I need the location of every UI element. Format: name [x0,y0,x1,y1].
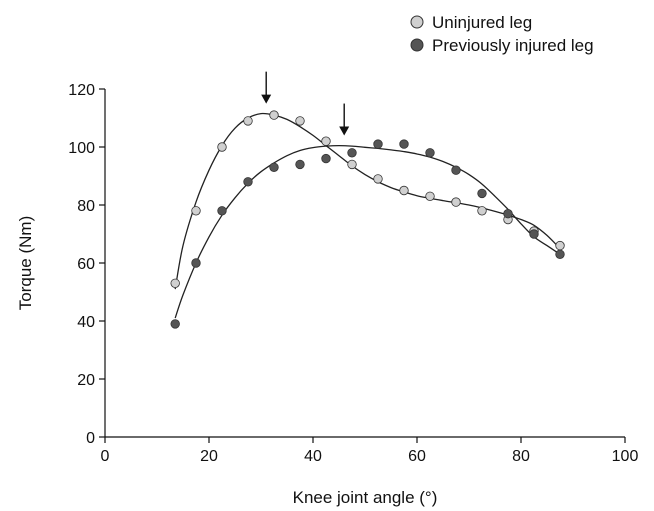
fit-curve-uninjured [174,112,561,290]
y-tick-label: 80 [77,198,95,215]
fit-curve-injured [174,144,561,319]
y-tick-label: 40 [77,314,95,331]
legend-label-injured: Previously injured leg [432,36,594,55]
peak-arrows [261,71,350,136]
y-tick-label: 60 [77,256,95,273]
data-point-uninjured [243,116,253,126]
y-tick-label: 100 [68,140,95,157]
data-point-uninjured [399,185,409,196]
data-point-uninjured [451,197,461,207]
data-point-uninjured [347,159,357,170]
data-point-uninjured [321,136,331,146]
legend-marker-injured [410,38,424,52]
data-point-injured [321,153,331,164]
data-point-injured [269,162,279,173]
ticks: 0 20 40 60 80 100 0 20 40 60 80 100 120 [68,82,638,465]
legend-label-uninjured: Uninjured leg [432,13,532,32]
x-axis-title: Knee joint angle (°) [293,488,438,507]
data-points [170,110,565,329]
data-point-uninjured [425,191,435,202]
data-point-injured [295,159,305,170]
data-point-uninjured [555,240,565,251]
data-point-injured [555,249,565,260]
legend: Uninjured leg Previously injured leg [410,13,594,55]
data-point-injured [399,139,409,149]
x-tick-label: 40 [304,448,322,465]
x-tick-label: 80 [512,448,530,465]
y-axis-title: Torque (Nm) [16,216,35,310]
data-point-injured [217,206,227,216]
fit-curves [174,112,561,319]
data-point-uninjured [269,110,279,120]
data-point-injured [529,229,539,239]
data-point-uninjured [477,206,487,216]
data-point-uninjured [191,206,201,216]
data-point-injured [477,188,487,199]
data-point-injured [503,208,513,219]
x-tick-label: 0 [101,448,110,465]
y-tick-label: 0 [86,430,95,447]
data-point-injured [347,148,357,158]
data-point-uninjured [217,142,227,152]
y-tick-label: 20 [77,372,95,389]
data-point-injured [191,258,201,268]
data-point-injured [373,139,383,149]
data-point-uninjured [170,278,180,289]
y-tick-label: 120 [68,82,95,99]
axes [104,89,625,438]
data-point-injured [425,148,435,158]
x-tick-label: 100 [612,448,639,465]
data-point-injured [170,319,180,329]
peak-arrow-head-injured [339,126,350,136]
x-tick-label: 20 [200,448,218,465]
data-point-injured [451,165,461,175]
data-point-uninjured [295,116,305,126]
peak-arrow-head-uninjured [261,94,272,104]
x-tick-label: 60 [408,448,426,465]
legend-marker-uninjured [410,15,424,29]
data-point-uninjured [373,174,383,184]
data-point-injured [243,177,253,187]
